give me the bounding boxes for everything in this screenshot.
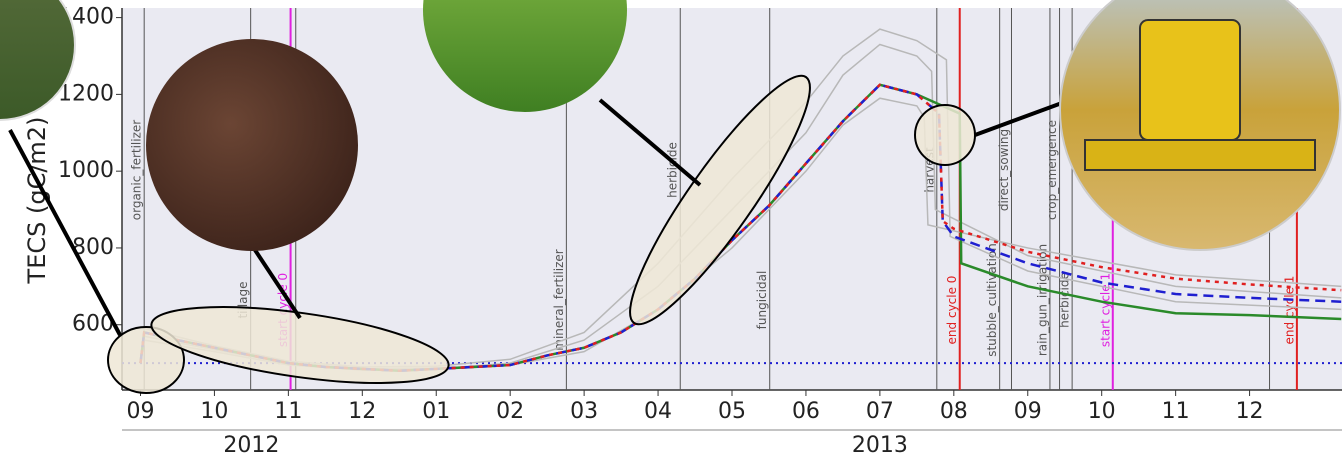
- x-tick-label: 02: [496, 399, 524, 424]
- x-tick-label: 12: [348, 399, 376, 424]
- x-tick-label: 05: [718, 399, 746, 424]
- highlight: [915, 105, 975, 165]
- x-tick-label: 10: [200, 399, 228, 424]
- x-tick-label: 04: [644, 399, 672, 424]
- photo-soil: [146, 39, 358, 251]
- x-tick-label: 09: [126, 399, 154, 424]
- event-label: herbicide: [1058, 272, 1072, 328]
- event-label: stubble_cultivation: [985, 243, 999, 357]
- x-tick-label: 01: [422, 399, 450, 424]
- event-label: direct_sowing: [997, 129, 1011, 211]
- combine-header: [1085, 140, 1315, 170]
- event-label: herbicide: [666, 142, 680, 198]
- event-label: fungicidal: [755, 271, 769, 330]
- x-tick-label: 07: [866, 399, 894, 424]
- chart: 6008001000120014000910111201020304050607…: [0, 0, 1342, 461]
- x-tick-label: 10: [1088, 399, 1116, 424]
- x-tick-label: 11: [274, 399, 302, 424]
- combine-body: [1140, 20, 1240, 140]
- x-tick-label: 06: [792, 399, 820, 424]
- event-label: mineral_fertilizer: [552, 249, 566, 351]
- y-tick-label: 1200: [58, 81, 114, 106]
- x-tick-label: 09: [1014, 399, 1042, 424]
- x-tick-label: 12: [1236, 399, 1264, 424]
- event-label: end cycle 0: [945, 276, 959, 345]
- year-label: 2013: [852, 433, 908, 458]
- x-tick-label: 11: [1162, 399, 1190, 424]
- event-label: rain_gun_irrigation: [1035, 244, 1049, 356]
- event-label: organic_fertilizer: [130, 120, 144, 221]
- y-tick-label: 1000: [58, 158, 114, 183]
- event-label: crop_emergence: [1045, 120, 1059, 220]
- x-tick-label: 08: [940, 399, 968, 424]
- x-tick-label: 03: [570, 399, 598, 424]
- year-label: 2012: [223, 433, 279, 458]
